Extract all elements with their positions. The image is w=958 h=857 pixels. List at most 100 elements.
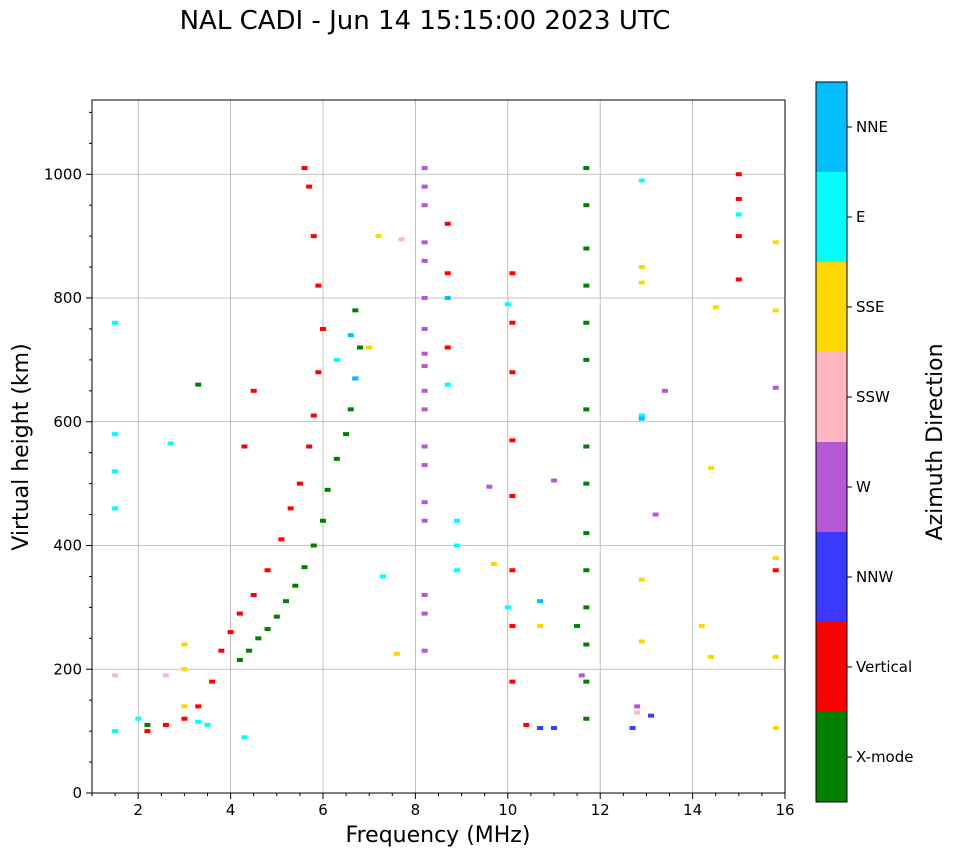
data-point xyxy=(301,166,308,171)
data-point xyxy=(735,172,742,177)
data-point xyxy=(509,320,516,325)
data-point xyxy=(112,320,119,325)
data-point xyxy=(181,716,188,721)
axis-ticks: 2 4 6 8 10 12 14 16 0 200 400 600 800 1000 xyxy=(44,111,795,819)
data-point xyxy=(324,487,331,492)
data-point xyxy=(333,456,340,461)
data-point xyxy=(162,673,169,678)
data-point xyxy=(135,716,142,721)
data-point xyxy=(246,648,253,653)
data-point xyxy=(509,494,516,498)
data-point xyxy=(523,722,530,727)
x-axis-label: Frequency (MHz) xyxy=(346,823,531,848)
data-point xyxy=(583,605,590,610)
data-point xyxy=(306,184,313,189)
x-tick-label: 12 xyxy=(591,801,610,819)
data-point xyxy=(195,704,202,709)
data-point xyxy=(772,555,779,560)
data-point xyxy=(195,382,202,387)
x-tick-label: 2 xyxy=(133,801,143,819)
data-point xyxy=(583,481,590,486)
series-vertical xyxy=(144,166,779,734)
data-point xyxy=(583,407,590,412)
data-point xyxy=(255,636,262,641)
data-point xyxy=(444,221,451,226)
colorbar-frame xyxy=(815,81,848,803)
data-point xyxy=(310,543,317,548)
data-point xyxy=(661,388,668,393)
data-point xyxy=(167,441,174,446)
data-point xyxy=(310,234,317,239)
data-point xyxy=(264,627,271,632)
data-point xyxy=(444,345,451,350)
data-point xyxy=(333,357,340,362)
data-point xyxy=(574,623,581,628)
colorbar-segment xyxy=(816,532,847,622)
data-point xyxy=(241,735,248,740)
data-point xyxy=(181,642,188,647)
data-point xyxy=(296,481,303,486)
data-point xyxy=(287,506,294,511)
data-point xyxy=(112,673,119,678)
data-point xyxy=(444,271,451,276)
data-point xyxy=(638,577,645,582)
data-point xyxy=(583,716,590,721)
data-point xyxy=(347,407,354,412)
data-point xyxy=(181,704,188,709)
data-point xyxy=(421,518,428,523)
data-point xyxy=(638,178,645,183)
data-point xyxy=(421,388,428,393)
data-point xyxy=(578,673,585,678)
data-point xyxy=(509,370,516,375)
x-tick-label: 16 xyxy=(775,801,794,819)
data-point xyxy=(537,726,544,731)
colorbar-tick-label: E xyxy=(856,208,865,226)
data-point xyxy=(421,326,428,331)
data-point xyxy=(421,444,428,449)
data-point xyxy=(537,623,544,628)
colorbar-tick-label: W xyxy=(856,478,871,496)
data-point xyxy=(273,614,280,619)
data-point xyxy=(509,568,516,573)
colorbar-segment xyxy=(816,442,847,532)
data-point xyxy=(583,166,590,171)
data-point xyxy=(583,679,590,684)
data-point xyxy=(421,648,428,653)
series-ssw xyxy=(112,237,641,715)
colorbar-tick-label: NNE xyxy=(856,118,888,136)
colorbar-tick-label: X-mode xyxy=(856,748,913,766)
colorbar-segment xyxy=(816,352,847,442)
data-point xyxy=(583,444,590,449)
data-point xyxy=(366,345,373,350)
data-point xyxy=(583,357,590,362)
data-point xyxy=(310,413,317,418)
data-point xyxy=(320,326,326,331)
colorbar-segment xyxy=(816,82,847,172)
x-tick-label: 14 xyxy=(683,801,702,819)
data-point xyxy=(453,518,460,523)
data-point xyxy=(772,240,779,245)
data-point xyxy=(421,166,428,171)
data-point xyxy=(343,432,350,437)
data-point xyxy=(735,212,742,217)
data-point xyxy=(162,722,169,727)
data-point xyxy=(504,302,511,307)
data-point xyxy=(490,562,497,567)
data-point xyxy=(735,234,742,239)
data-point xyxy=(652,512,659,517)
data-point xyxy=(421,258,428,263)
data-point xyxy=(698,623,705,628)
data-point xyxy=(772,568,779,573)
data-point xyxy=(583,283,590,288)
data-point xyxy=(218,648,225,653)
data-point xyxy=(227,630,234,635)
data-point xyxy=(306,444,313,449)
plot-background xyxy=(92,100,785,793)
data-point xyxy=(315,283,322,288)
x-tick-label: 6 xyxy=(318,801,328,819)
data-point xyxy=(638,280,645,285)
data-point xyxy=(772,385,779,390)
data-point xyxy=(352,308,359,313)
data-point xyxy=(236,657,243,662)
